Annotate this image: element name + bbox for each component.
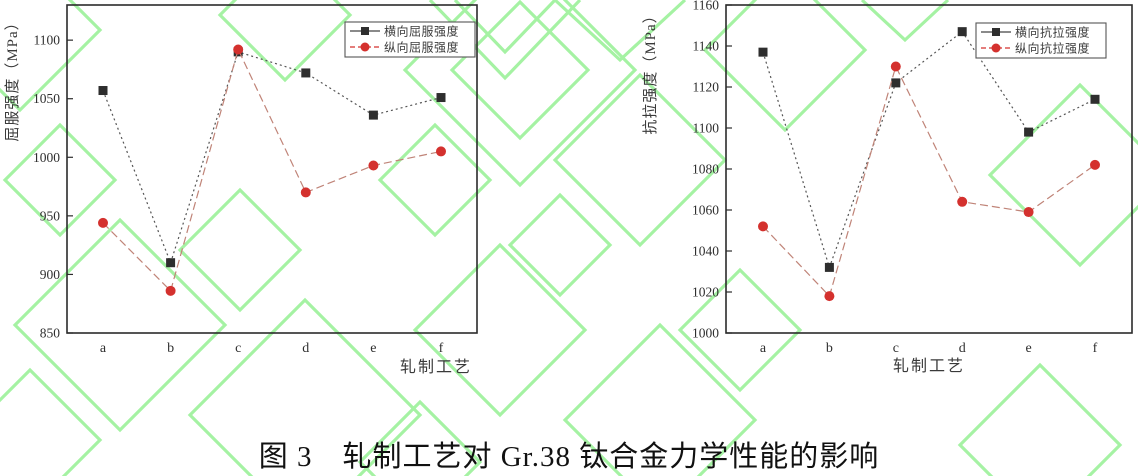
y-tick-label: 1000: [33, 150, 60, 165]
x-tick-label: c: [235, 341, 241, 356]
legend-label: 横向抗拉强度: [1015, 25, 1090, 40]
tensile-chart-y-axis-title: 抗拉强度（MPa）: [643, 7, 659, 135]
y-tick-label: 1160: [693, 0, 720, 13]
series-square: [98, 47, 446, 268]
x-tick-label: f: [1093, 341, 1098, 356]
data-point-marker: [368, 160, 379, 171]
data-point-marker: [436, 93, 446, 103]
data-point-marker: [233, 44, 244, 55]
data-point-marker: [1090, 159, 1100, 170]
data-point-marker: [957, 27, 967, 37]
tensile-chart-x-axis-title: 轧制工艺: [892, 358, 965, 375]
legend-marker: [992, 28, 1000, 36]
data-point-marker: [891, 78, 901, 88]
legend-marker: [361, 27, 369, 35]
data-point-marker: [301, 68, 311, 78]
legend-label: 横向屈服强度: [384, 24, 459, 39]
y-tick-label: 1080: [692, 162, 719, 177]
x-tick-label: a: [100, 341, 107, 356]
y-tick-label: 1100: [693, 121, 720, 136]
data-point-marker: [1090, 94, 1100, 104]
y-tick-label: 1050: [33, 91, 60, 106]
data-point-marker: [824, 262, 834, 272]
data-point-marker: [1024, 127, 1034, 137]
x-tick-label: c: [893, 341, 899, 356]
series-line: [102, 51, 442, 265]
series-line: [102, 47, 442, 292]
legend-label: 纵向抗拉强度: [1015, 41, 1090, 56]
legend-entry: 纵向抗拉强度: [981, 41, 1090, 56]
data-point-marker: [957, 196, 968, 207]
legend-marker: [360, 42, 370, 52]
y-tick-label: 1000: [692, 326, 719, 341]
y-tick-label: 1140: [693, 39, 720, 54]
data-point-marker: [1023, 207, 1034, 218]
yield-chart-y-axis-title: 屈服强度（MPa）: [5, 14, 21, 142]
y-tick-label: 850: [40, 326, 61, 341]
y-tick-label: 1040: [692, 244, 719, 259]
y-tick-label: 1100: [34, 33, 61, 48]
legend-entry: 横向抗拉强度: [981, 25, 1090, 40]
x-tick-label: a: [760, 341, 767, 356]
data-point-marker: [166, 258, 176, 268]
data-point-marker: [165, 285, 176, 296]
data-point-marker: [98, 217, 108, 228]
data-point-marker: [758, 221, 768, 232]
x-tick-label: d: [959, 341, 966, 356]
x-tick-label: b: [826, 341, 833, 356]
y-tick-label: 1060: [692, 203, 719, 218]
data-point-marker: [368, 110, 378, 120]
y-tick-label: 1020: [692, 285, 719, 300]
data-point-marker: [890, 61, 901, 72]
series-circle: [758, 61, 1100, 302]
watermark-diamond: [507, 192, 613, 298]
yield-chart-x-axis-title: 轧制工艺: [399, 359, 472, 376]
y-tick-label: 1120: [693, 80, 720, 95]
tensile-strength-chart: 1000 1020 1040 1060 1080 1100 1120 1140 1160 a b c d…: [692, 0, 1133, 356]
data-point-marker: [758, 47, 768, 57]
data-point-marker: [824, 291, 835, 302]
legend-label: 纵向屈服强度: [384, 40, 459, 55]
series-square: [758, 27, 1100, 272]
series-circle: [98, 44, 446, 296]
data-point-marker: [436, 146, 446, 157]
legend-marker: [991, 43, 1001, 53]
series-line: [762, 64, 1096, 298]
x-tick-label: b: [167, 341, 174, 356]
y-tick-label: 900: [40, 267, 61, 282]
series-line: [762, 30, 1096, 270]
y-tick-label: 950: [40, 208, 61, 223]
x-tick-label: d: [302, 341, 309, 356]
data-point-marker: [300, 187, 311, 198]
x-tick-label: e: [1025, 341, 1031, 356]
figure-caption: 图 3 轧制工艺对 Gr.38 钛合金力学性能的影响: [258, 441, 880, 473]
data-point-marker: [98, 86, 108, 96]
